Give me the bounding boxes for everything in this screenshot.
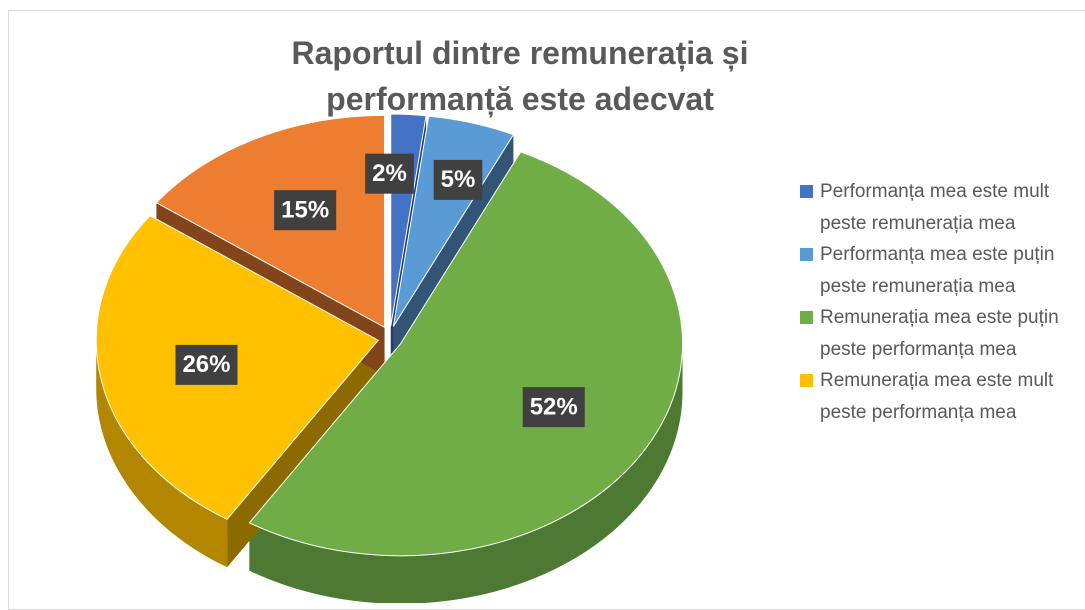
slice-side (96, 340, 228, 568)
chart-title: Raportul dintre remunerația și performan… (291, 35, 749, 117)
slice-side (249, 343, 683, 603)
data-label-text: 52% (530, 393, 578, 420)
data-label-box (274, 190, 337, 231)
data-label: 15% (274, 190, 337, 231)
legend-item: Performanța mea este mult peste remunera… (800, 176, 1080, 239)
data-label: 52% (522, 387, 585, 428)
legend-item: Remunerația mea este puțin peste perform… (800, 302, 1080, 365)
data-label-text: 15% (281, 197, 329, 224)
slice (155, 114, 386, 329)
legend-swatch (800, 374, 813, 387)
data-label-box (365, 153, 414, 194)
legend-swatch (800, 185, 813, 198)
legend-swatch (800, 311, 813, 324)
slice (392, 115, 515, 327)
legend-label: Performanța mea este mult peste remunera… (820, 181, 1050, 234)
data-label-box (522, 387, 585, 428)
data-label-box (175, 344, 238, 385)
legend-label: Remunerația mea este mult peste performa… (820, 370, 1054, 423)
data-label: 5% (433, 159, 483, 200)
legend-item: Remunerația mea este mult peste performa… (800, 365, 1080, 428)
data-label: 26% (175, 344, 238, 385)
data-label: 2% (365, 153, 414, 194)
data-label-text: 5% (441, 166, 476, 193)
legend: Performanța mea este mult peste remunera… (800, 176, 1080, 428)
data-label-text: 2% (372, 160, 407, 187)
slice (248, 151, 684, 557)
legend-label: Remunerația mea este puțin peste perform… (820, 307, 1059, 360)
data-label-text: 26% (182, 351, 230, 378)
data-label-box (433, 159, 483, 200)
legend-label: Performanța mea este puțin peste remuner… (820, 244, 1055, 297)
legend-swatch (800, 248, 813, 261)
legend-item: Performanța mea este puțin peste remuner… (800, 239, 1080, 302)
